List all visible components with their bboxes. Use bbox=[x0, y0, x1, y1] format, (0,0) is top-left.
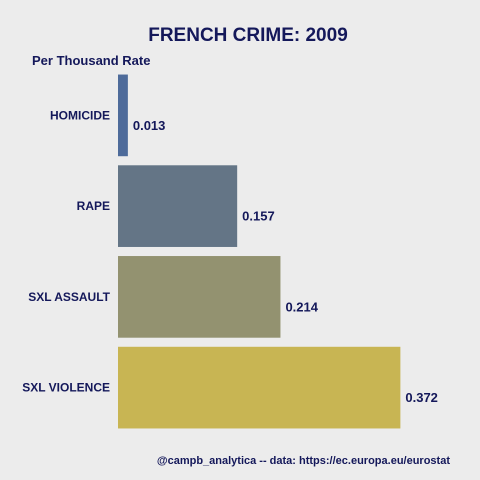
chart-title: FRENCH CRIME: 2009 bbox=[148, 25, 348, 46]
bar-rape bbox=[118, 165, 238, 247]
value-label-sxl-assault: 0.214 bbox=[285, 299, 318, 314]
category-label-rape: RAPE bbox=[77, 199, 110, 213]
chart-caption: @campb_analytica -- data: https://ec.eur… bbox=[157, 455, 450, 467]
category-label-sxl-assault: SXL ASSAULT bbox=[28, 290, 110, 304]
value-label-rape: 0.157 bbox=[242, 209, 275, 224]
bars-group: HOMICIDE 0.013 RAPE 0.157 SXL ASSAULT 0.214 SX… bbox=[22, 74, 438, 429]
category-label-sxl-violence: SXL VIOLENCE bbox=[22, 381, 110, 395]
value-label-homicide: 0.013 bbox=[133, 118, 166, 133]
category-label-homicide: HOMICIDE bbox=[50, 108, 110, 122]
bar-sxl-violence bbox=[118, 346, 401, 429]
bar-sxl-assault bbox=[118, 256, 281, 338]
bar-homicide bbox=[118, 74, 128, 157]
chart-subtitle: Per Thousand Rate bbox=[32, 53, 150, 68]
value-label-sxl-violence: 0.372 bbox=[405, 390, 438, 405]
